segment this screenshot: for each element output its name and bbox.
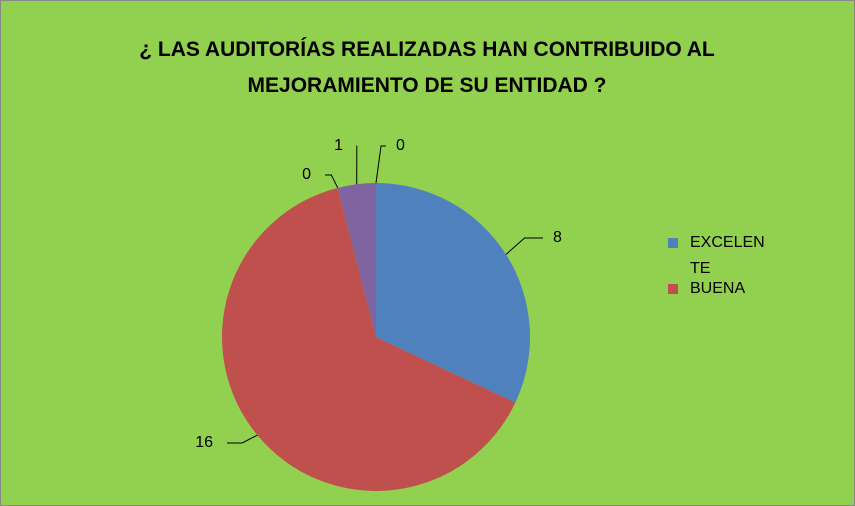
legend-swatch bbox=[668, 238, 678, 248]
legend-label: BUENA bbox=[690, 280, 746, 297]
leader-line bbox=[375, 145, 386, 184]
chart-title: ¿ LAS AUDITORÍAS REALIZADAS HAN CONTRIBU… bbox=[139, 38, 715, 97]
data-label: 0 bbox=[396, 137, 405, 154]
leader-line bbox=[505, 237, 543, 255]
pie-slice bbox=[222, 187, 516, 491]
data-label: 1 bbox=[334, 137, 343, 154]
leader-line bbox=[325, 174, 339, 189]
legend-swatch bbox=[668, 284, 678, 294]
data-label: 8 bbox=[553, 229, 562, 246]
legend-label: EXCELENTE bbox=[690, 234, 765, 277]
pie-slice bbox=[376, 183, 530, 403]
leader-line bbox=[227, 434, 258, 444]
pie-slice bbox=[337, 183, 376, 337]
data-label: 0 bbox=[302, 166, 311, 183]
data-label: 16 bbox=[195, 434, 213, 451]
